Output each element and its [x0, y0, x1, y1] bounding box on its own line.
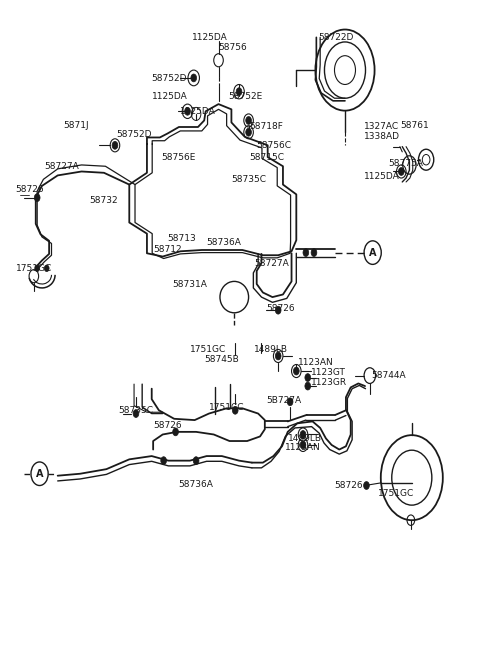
Text: 1123GT: 1123GT: [311, 369, 346, 378]
Text: 58726: 58726: [16, 185, 44, 194]
Circle shape: [232, 406, 238, 414]
Text: 58752D: 58752D: [152, 74, 187, 83]
Text: 58727A: 58727A: [254, 259, 289, 267]
Text: 1489LB: 1489LB: [288, 434, 322, 443]
Text: 58756E: 58756E: [161, 152, 196, 162]
Circle shape: [311, 249, 317, 256]
Circle shape: [173, 428, 179, 436]
Text: 1125DA: 1125DA: [152, 92, 188, 101]
Text: 58761: 58761: [400, 121, 429, 130]
Circle shape: [300, 441, 306, 449]
Text: 1751GC: 1751GC: [190, 345, 226, 354]
Circle shape: [246, 116, 252, 124]
Text: 58775A: 58775A: [388, 159, 423, 168]
Circle shape: [300, 430, 306, 438]
Text: 1489LB: 1489LB: [254, 345, 288, 354]
Circle shape: [161, 457, 167, 464]
Circle shape: [193, 457, 199, 464]
Text: 58726: 58726: [153, 421, 182, 430]
Text: 1751GC: 1751GC: [16, 264, 52, 273]
Text: 58726: 58726: [335, 481, 363, 490]
Circle shape: [35, 265, 39, 271]
Circle shape: [44, 265, 49, 271]
Text: 58712: 58712: [153, 246, 182, 254]
Text: 58735C: 58735C: [118, 406, 153, 415]
Circle shape: [246, 128, 252, 136]
Text: 58752D: 58752D: [116, 130, 151, 139]
Text: 1123GR: 1123GR: [311, 378, 347, 387]
Circle shape: [185, 107, 191, 115]
Text: 58726: 58726: [266, 304, 295, 313]
Circle shape: [293, 367, 299, 375]
Text: 1751CC: 1751CC: [209, 403, 244, 411]
Text: 1125DA: 1125DA: [192, 33, 228, 42]
Text: 58756C: 58756C: [257, 141, 292, 150]
Text: 1125DA: 1125DA: [180, 107, 216, 116]
Text: 58713: 58713: [168, 234, 196, 242]
Text: 1327AC: 1327AC: [364, 122, 399, 131]
Text: 58736A: 58736A: [206, 238, 241, 246]
Text: 1123AN: 1123AN: [285, 443, 321, 452]
Text: 1751GC: 1751GC: [378, 489, 415, 498]
Circle shape: [398, 168, 404, 175]
Text: 5871J: 5871J: [63, 121, 89, 130]
Circle shape: [276, 306, 281, 314]
Circle shape: [133, 409, 139, 417]
Text: 58752E: 58752E: [228, 92, 262, 101]
Circle shape: [34, 194, 40, 202]
Text: 1123AN: 1123AN: [298, 358, 334, 367]
Text: 1338AD: 1338AD: [364, 132, 400, 141]
Circle shape: [364, 482, 369, 489]
Text: 58718F: 58718F: [250, 122, 283, 131]
Text: 58745B: 58745B: [204, 355, 239, 365]
Circle shape: [112, 141, 118, 149]
Text: 58736A: 58736A: [178, 480, 213, 489]
Circle shape: [305, 374, 311, 382]
Text: 5B727A: 5B727A: [266, 396, 301, 405]
Circle shape: [191, 74, 197, 82]
Text: 58731A: 58731A: [172, 280, 207, 289]
Text: 58735C: 58735C: [231, 175, 266, 184]
Text: 58732: 58732: [90, 196, 118, 206]
Circle shape: [287, 398, 293, 406]
Text: 58722D: 58722D: [319, 33, 354, 42]
Circle shape: [303, 249, 309, 256]
Text: 1125DA: 1125DA: [364, 172, 400, 181]
Circle shape: [236, 88, 242, 96]
Text: 58715C: 58715C: [250, 152, 285, 162]
Text: A: A: [36, 468, 43, 479]
Circle shape: [305, 382, 311, 390]
Text: 58756: 58756: [218, 43, 247, 52]
Text: 58727A: 58727A: [44, 162, 79, 171]
Circle shape: [276, 352, 281, 360]
Text: 58744A: 58744A: [371, 371, 406, 380]
Text: A: A: [369, 248, 376, 258]
